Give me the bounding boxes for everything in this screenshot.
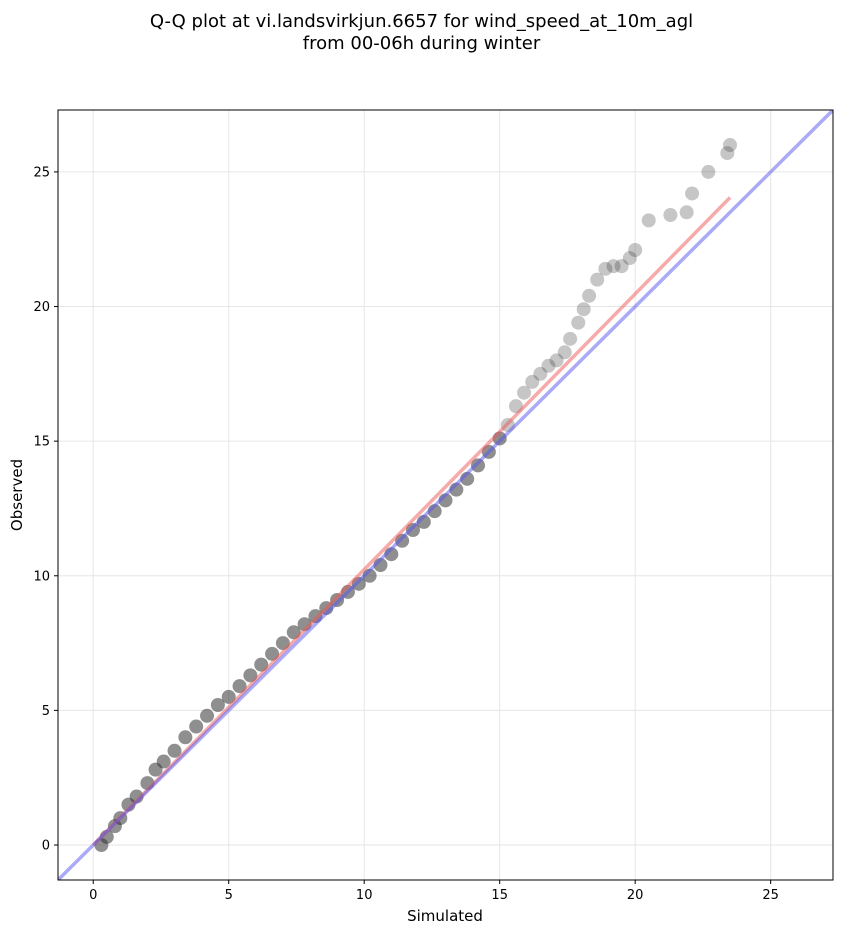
identity-line <box>58 110 833 880</box>
qq-point <box>178 730 193 745</box>
chart-title-line-2: from 00-06h during winter <box>303 33 541 54</box>
qq-point <box>563 331 578 346</box>
qq-point <box>641 213 656 228</box>
y-tick-label: 10 <box>33 569 50 584</box>
qq-point <box>395 533 410 548</box>
qq-point <box>541 358 556 373</box>
axis-ticks: 0 5 10 15 20 25 0 5 10 15 20 25 <box>33 165 778 903</box>
qq-point <box>189 719 204 734</box>
y-tick-label: 0 <box>42 839 50 854</box>
qq-point <box>685 186 700 201</box>
qq-point <box>330 593 345 607</box>
qq-point <box>533 366 548 381</box>
qq-point <box>701 164 716 179</box>
qq-point <box>614 259 629 274</box>
y-tick-label: 5 <box>42 704 50 719</box>
qq-point <box>576 302 591 317</box>
grid <box>58 110 833 880</box>
qq-point <box>221 689 236 704</box>
qq-point <box>517 385 532 400</box>
qq-point <box>405 523 420 537</box>
y-tick-label: 25 <box>33 165 50 180</box>
qq-point <box>254 657 269 672</box>
qq-point <box>200 708 215 723</box>
plot-area <box>58 110 833 880</box>
x-tick-label: 15 <box>491 888 508 903</box>
qq-point <box>471 458 486 473</box>
qq-point <box>557 345 572 360</box>
reference-lines <box>58 110 833 880</box>
x-tick-label: 5 <box>225 888 233 903</box>
qq-point <box>571 315 586 330</box>
x-axis-label: Simulated <box>407 907 483 925</box>
qq-point <box>525 374 540 389</box>
axes-frame <box>57 109 834 881</box>
qq-point <box>598 261 613 276</box>
y-tick-label: 15 <box>33 435 50 450</box>
chart-title-line-1: Q-Q plot at vi.landsvirkjun.6657 for win… <box>150 11 693 32</box>
qq-point <box>590 272 605 287</box>
qq-point <box>663 208 678 222</box>
x-tick-label: 20 <box>627 888 644 903</box>
qq-point <box>723 138 738 152</box>
qq-point <box>606 259 621 274</box>
qq-point <box>210 698 225 712</box>
qq-point <box>167 743 182 758</box>
x-tick-label: 25 <box>762 888 779 903</box>
qq-point <box>549 353 564 368</box>
y-axis-label: Observed <box>8 459 26 531</box>
fit-line <box>91 196 732 847</box>
qq-point <box>232 679 247 694</box>
y-tick-label: 20 <box>33 300 50 315</box>
qq-point <box>628 243 643 257</box>
qq-point <box>679 205 694 220</box>
qq-point <box>582 288 597 303</box>
qq-point <box>156 754 171 769</box>
qq-point <box>720 146 735 161</box>
qq-point <box>622 251 637 266</box>
qq-point <box>243 668 258 683</box>
x-tick-label: 0 <box>89 888 97 903</box>
x-tick-label: 10 <box>356 888 373 903</box>
